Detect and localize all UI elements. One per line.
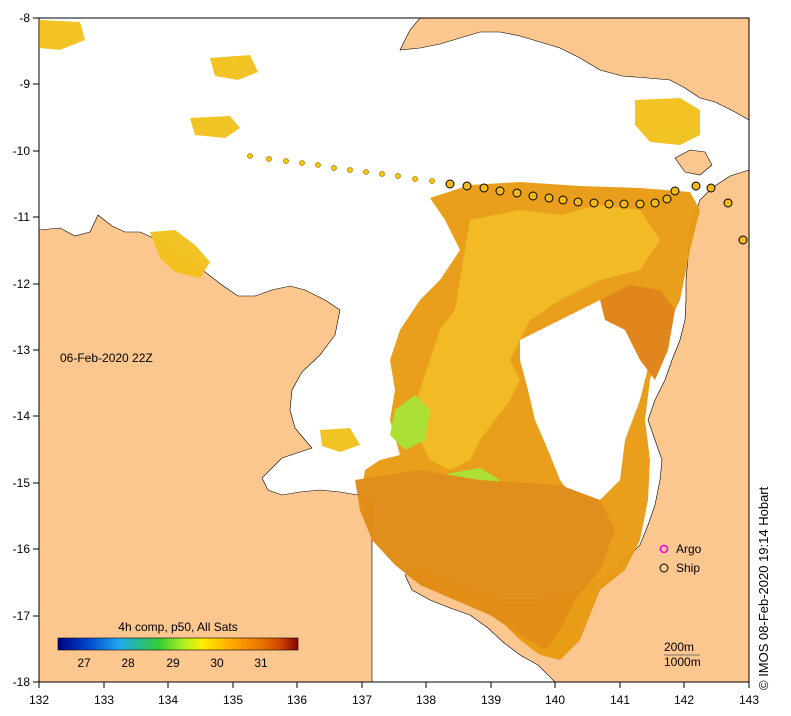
y-tick-label: -15 xyxy=(13,476,31,490)
sst-field xyxy=(40,20,700,660)
depth-legend: 200m 1000m xyxy=(664,640,701,669)
colorbar-tick: 27 xyxy=(77,656,91,670)
x-tick-label: 136 xyxy=(287,693,307,707)
y-tick-label: -11 xyxy=(14,210,31,224)
colorbar-tick: 31 xyxy=(254,656,268,670)
x-tick-label: 134 xyxy=(158,693,178,707)
legend-argo-label: Argo xyxy=(676,542,702,556)
x-tick-label: 138 xyxy=(416,693,436,707)
colorbar-tick: 28 xyxy=(121,656,135,670)
y-tick-label: -8 xyxy=(19,11,30,25)
land xyxy=(38,17,750,683)
date-label: 06-Feb-2020 22Z xyxy=(60,351,153,365)
argo-marker-icon xyxy=(659,544,669,554)
colorbar-title: 4h comp, p50, All Sats xyxy=(118,620,237,634)
ship-track xyxy=(247,153,435,184)
x-tick-label: 141 xyxy=(610,693,630,707)
credit-text: © IMOS 08-Feb-2020 19:14 Hobart xyxy=(756,486,771,690)
x-tick-label: 132 xyxy=(29,693,49,707)
colorbar-scale xyxy=(57,637,299,651)
legend: Argo Ship xyxy=(659,542,702,575)
y-tick-label: -17 xyxy=(13,609,31,623)
y-tick-label: -9 xyxy=(19,77,30,91)
x-tick-label: 133 xyxy=(94,693,114,707)
y-tick-label: -18 xyxy=(13,675,31,689)
y-tick-label: -13 xyxy=(13,343,31,357)
ship-marker-icon xyxy=(659,563,669,573)
depth-200-label: 200m xyxy=(664,640,694,654)
x-tick-label: 140 xyxy=(545,693,565,707)
y-tick-label: -14 xyxy=(13,409,31,423)
x-tick-label: 137 xyxy=(352,693,372,707)
colorbar: 4h comp, p50, All Sats 27 28 29 30 31 xyxy=(57,620,299,670)
x-tick-label: 142 xyxy=(674,693,694,707)
y-tick-label: -12 xyxy=(13,277,31,291)
ship-positions xyxy=(445,179,748,245)
x-tick-label: 135 xyxy=(223,693,243,707)
x-axis: 132 133 134 135 136 137 138 139 140 141 … xyxy=(29,682,759,707)
x-tick-label: 143 xyxy=(739,693,759,707)
y-tick-label: -16 xyxy=(13,542,31,556)
legend-ship-label: Ship xyxy=(676,561,700,575)
y-axis: -8 -9 -10 -11 -12 -13 -14 -15 -16 -17 -1… xyxy=(13,11,39,689)
y-tick-label: -10 xyxy=(13,144,31,158)
colorbar-tick: 29 xyxy=(166,656,180,670)
x-tick-label: 139 xyxy=(481,693,501,707)
colorbar-tick: 30 xyxy=(210,656,224,670)
depth-1000-label: 1000m xyxy=(664,655,701,669)
